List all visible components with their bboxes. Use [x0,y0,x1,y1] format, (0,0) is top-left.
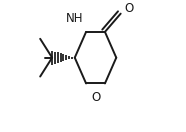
Text: O: O [91,91,100,104]
Text: O: O [125,2,134,15]
Text: NH: NH [66,11,83,25]
